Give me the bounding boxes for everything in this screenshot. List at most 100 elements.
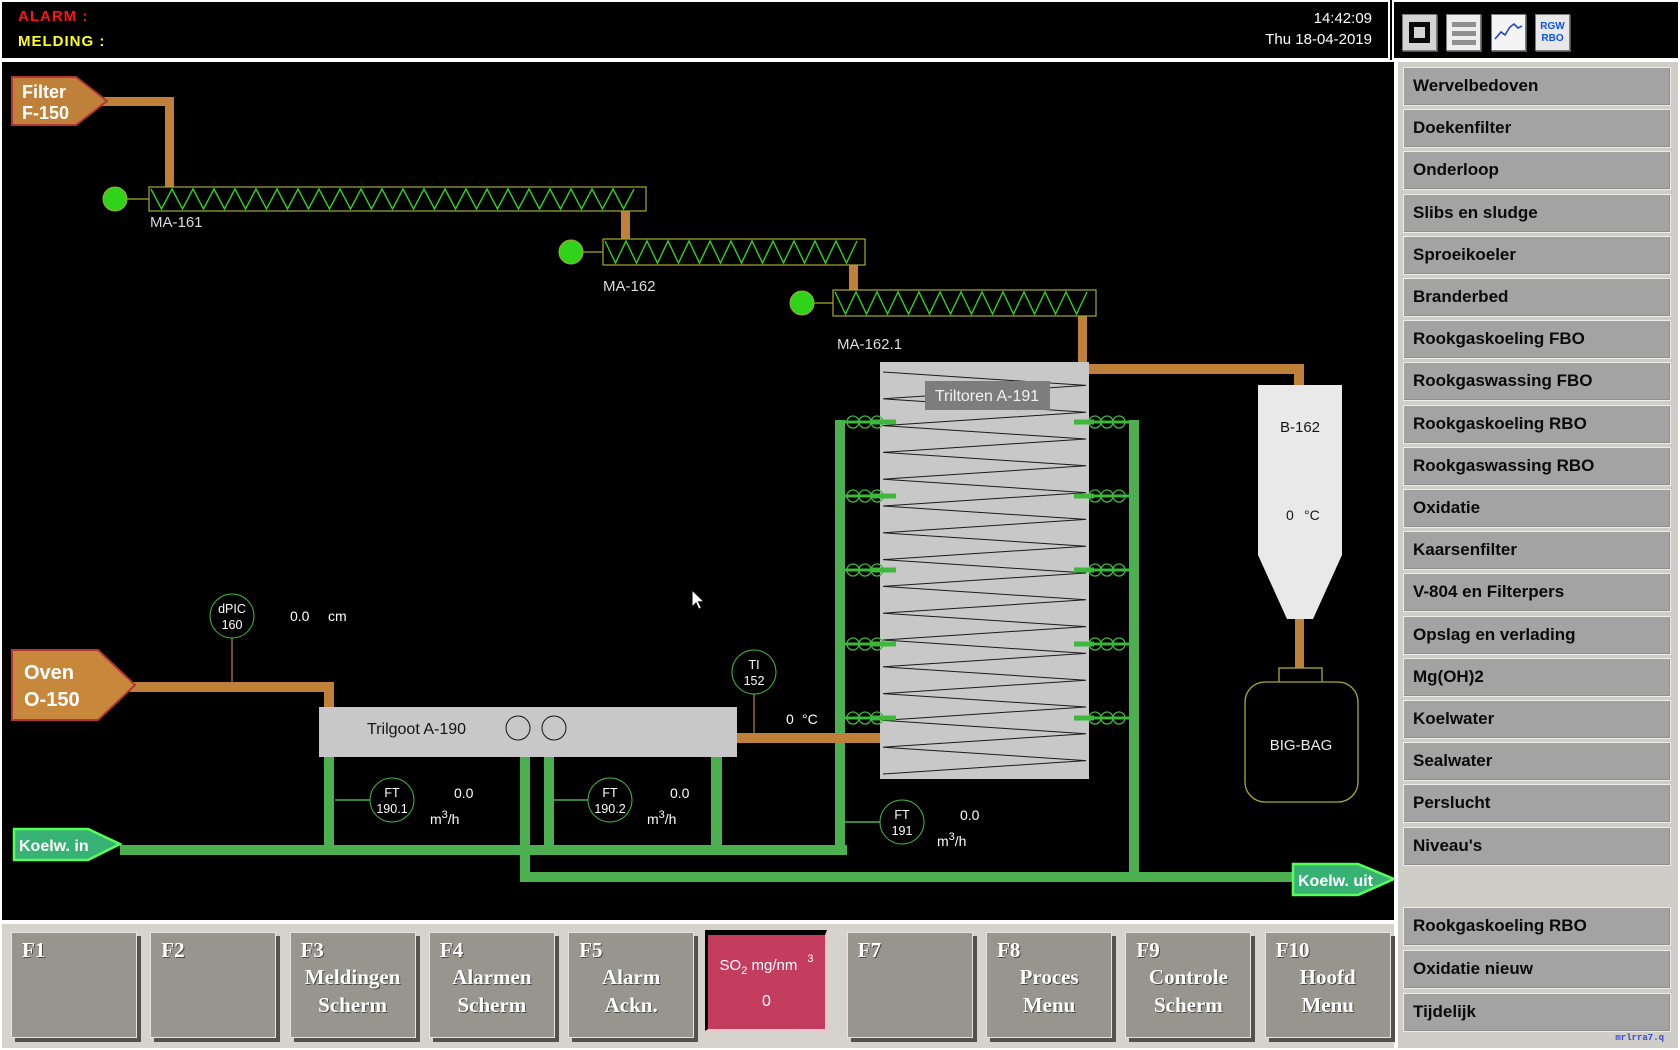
- triltoren-vessel: [880, 362, 1089, 779]
- ft1902-line2: 190.2: [594, 802, 625, 816]
- sidebar-item-mg-oh-2[interactable]: Mg(OH)2: [1403, 657, 1671, 697]
- conveyor2-label: MA-162: [603, 278, 656, 295]
- sidebar-item-sproeikoeler[interactable]: Sproeikoeler: [1403, 235, 1671, 275]
- ft1901-line2: 190.1: [376, 802, 407, 816]
- fkey-caption-line: Hoofd: [1299, 965, 1356, 989]
- fkey-F7[interactable]: F7: [846, 932, 973, 1038]
- function-key-bar: F1 F2 F3 Meldingen Scherm F4 Alarmen Scherm F5 Al…: [0, 922, 1396, 1050]
- sidebar-item-koelwater[interactable]: Koelwater: [1403, 700, 1671, 739]
- fkey-F10[interactable]: F10 Hoofd Menu: [1264, 932, 1391, 1038]
- fkey-caption-line: Controle: [1148, 965, 1228, 989]
- sidebar-item-sealwater[interactable]: Sealwater: [1403, 742, 1671, 782]
- fkey-caption-line: Alarmen: [452, 965, 532, 989]
- b162-temp-value: 0: [1286, 507, 1294, 523]
- triltoren-label: Triltoren A-191: [935, 388, 1039, 405]
- sidebar-item-branderbed[interactable]: Branderbed: [1403, 278, 1671, 317]
- fkey-number: F8: [997, 938, 1021, 962]
- ft1901-line1: FT: [384, 786, 400, 800]
- sidebar-item-extra-rookgaskoeling-rbo[interactable]: Rookgaskoeling RBO: [1403, 907, 1671, 946]
- trilgoot-vessel: [319, 707, 737, 757]
- fkey-F2[interactable]: F2: [150, 932, 277, 1038]
- trilgoot-label: Trilgoot A-190: [367, 721, 466, 738]
- sidebar-item-doekenfilter[interactable]: Doekenfilter: [1403, 109, 1671, 149]
- sidebar-item-oxidatie[interactable]: Oxidatie: [1403, 489, 1671, 528]
- spray-coil-icon: [1112, 415, 1126, 429]
- fkey-number: F3: [300, 938, 324, 962]
- sidebar-item-kaarsenfilter[interactable]: Kaarsenfilter: [1403, 531, 1671, 571]
- ft1902-unit: m3/h: [647, 809, 676, 827]
- tower-tray-zigzag: [882, 371, 1087, 775]
- sidebar-item-v-804-en-filterpers[interactable]: V-804 en Filterpers: [1403, 573, 1671, 613]
- fkey-F1[interactable]: F1: [11, 932, 137, 1038]
- sidebar-item-rookgaswassing-rbo[interactable]: Rookgaswassing RBO: [1403, 446, 1671, 486]
- mouse-cursor: [691, 588, 706, 610]
- fkey-F4[interactable]: F4 Alarmen Scherm: [428, 932, 555, 1038]
- sidebar-item-onderloop[interactable]: Onderloop: [1403, 151, 1671, 191]
- fkey-number: F7: [857, 938, 882, 962]
- fkey-F9[interactable]: F9 Controle Scherm: [1125, 932, 1252, 1038]
- sidebar-item-slibs-en-sludge[interactable]: Slibs en sludge: [1403, 193, 1671, 233]
- motor-run-indicator: [558, 239, 584, 265]
- fkey-number: F10: [1275, 938, 1310, 962]
- so2-display-tile[interactable]: SO2 mg/nm 3 0: [705, 930, 827, 1031]
- fkey-F5[interactable]: F5 Alarm Ackn.: [568, 932, 695, 1038]
- so2-value: 0: [762, 993, 771, 1010]
- oven-tag-line2: O-150: [24, 689, 80, 711]
- sidebar-item-rookgaskoeling-rbo[interactable]: Rookgaskoeling RBO: [1403, 404, 1671, 444]
- conveyor3-label: MA-162.1: [837, 336, 902, 353]
- dpic160-instrument: [209, 593, 255, 639]
- list-icon: [1447, 22, 1480, 45]
- fkey-caption-line: Alarm: [602, 965, 661, 989]
- trend-icon: [1494, 22, 1523, 40]
- sidebar-item-perslucht[interactable]: Perslucht: [1403, 784, 1671, 824]
- koelw-uit-arrow: [1291, 862, 1394, 897]
- ft1901-unit: m3/h: [430, 809, 459, 827]
- fkey-F3[interactable]: F3 Meldingen Scherm: [289, 932, 416, 1038]
- spray-coil-icon: [1112, 563, 1126, 577]
- fkey-F8[interactable]: F8 Proces Menu: [986, 932, 1113, 1038]
- sidebar-item-extra-tijdelijk[interactable]: Tijdelijk: [1403, 993, 1671, 1032]
- rgw-rbo-button[interactable]: RGW RBO: [1535, 14, 1570, 51]
- koelw-in-label: Koelw. in: [19, 838, 89, 855]
- sidebar-item-rookgaskoeling-fbo[interactable]: Rookgaskoeling FBO: [1403, 320, 1671, 360]
- fkey-caption-line: Proces: [1019, 965, 1079, 989]
- dpic160-unit: cm: [328, 608, 347, 624]
- filter-tag-shape: [11, 76, 109, 126]
- trend-button[interactable]: [1491, 14, 1526, 51]
- ft1901-value: 0.0: [454, 785, 474, 801]
- filter-tag-line1: Filter: [22, 82, 66, 102]
- square-icon: [1409, 22, 1430, 43]
- sidebar-item-extra-oxidatie-nieuw[interactable]: Oxidatie nieuw: [1403, 950, 1671, 989]
- clock-time: 14:42:09: [1313, 10, 1372, 27]
- cooling-water-pipes: [120, 420, 1298, 882]
- sidebar-item-niveau-s[interactable]: Niveau's: [1403, 826, 1671, 866]
- fkey-caption-line: Menu: [1022, 993, 1076, 1017]
- b162-hopper: [1258, 385, 1342, 619]
- conveyor-screw: [150, 187, 635, 211]
- dpic160-line2: 160: [222, 618, 243, 632]
- ti152-value: 0: [786, 711, 794, 727]
- trilgoot-port: [541, 715, 567, 741]
- motor-run-indicator: [102, 186, 128, 212]
- sidebar-item-rookgaswassing-fbo[interactable]: Rookgaswassing FBO: [1403, 362, 1671, 402]
- overview-screen-button[interactable]: [1402, 14, 1437, 51]
- icon-toolbar: RGW RBO: [1392, 0, 1680, 60]
- sidebar-item-wervelbedoven[interactable]: Wervelbedoven: [1403, 67, 1671, 106]
- fkey-caption-line: Menu: [1301, 993, 1354, 1017]
- dpic160-line1: dPIC: [218, 602, 246, 616]
- trilgoot-port: [505, 715, 531, 741]
- conveyor-screw: [834, 290, 1088, 316]
- ft191-line1: FT: [894, 808, 910, 822]
- triltoren-label-box: [925, 381, 1050, 410]
- navigation-sidebar: Wervelbedoven Doekenfilter Onderloop Slibs …: [1396, 60, 1680, 1050]
- ft191-instrument: [879, 799, 925, 845]
- conveyor1-label: MA-161: [150, 214, 203, 231]
- melding-label: MELDING :: [18, 33, 106, 50]
- alarm-list-button[interactable]: [1446, 14, 1481, 51]
- sidebar-item-opslag-en-verlading[interactable]: Opslag en verlading: [1403, 615, 1671, 655]
- ti152-unit: °C: [802, 711, 818, 727]
- spray-coil-icon: [1112, 711, 1126, 725]
- fkey-number: F9: [1136, 938, 1160, 962]
- ft191-unit: m3/h: [937, 831, 966, 849]
- instrument-lines: [335, 799, 881, 823]
